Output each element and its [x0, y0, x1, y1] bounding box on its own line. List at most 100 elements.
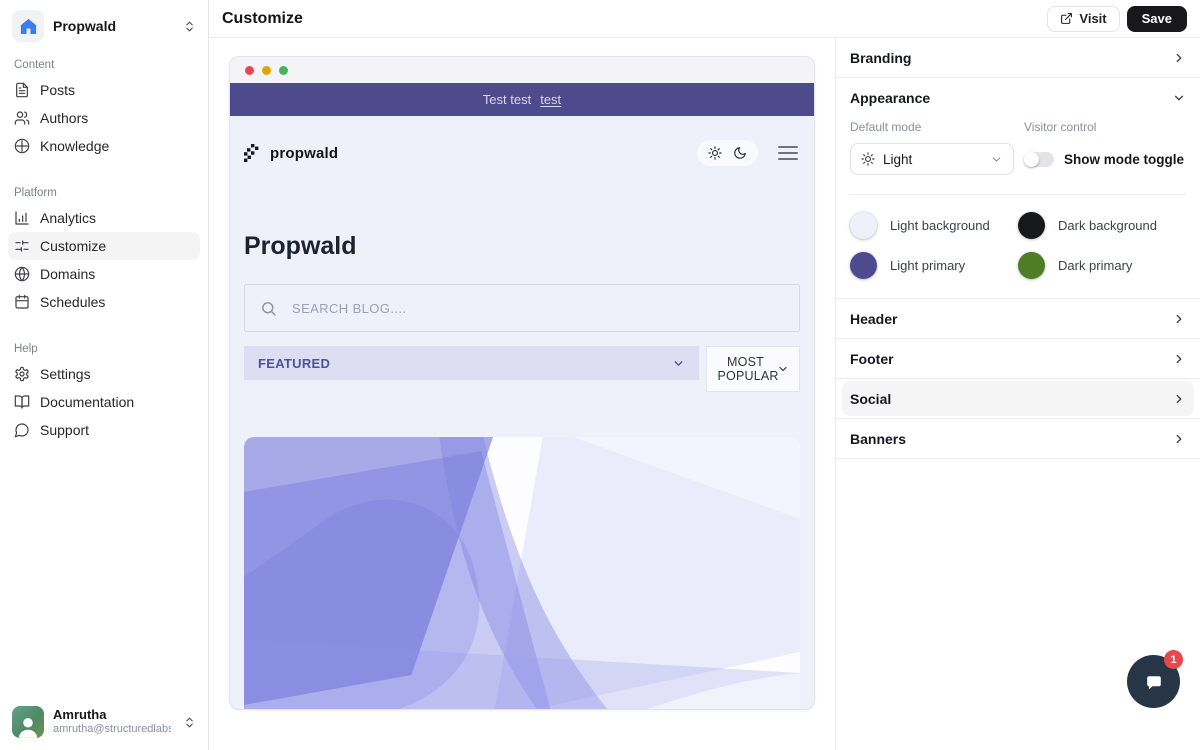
sun-icon [861, 152, 875, 166]
sidebar-item-settings[interactable]: Settings [8, 360, 200, 388]
swatch-dark-background[interactable]: Dark background [1018, 206, 1186, 244]
sidebar-section-content: Content [14, 59, 55, 71]
chevron-right-icon [1172, 392, 1186, 406]
featured-dropdown[interactable]: FEATURED [244, 346, 699, 380]
section-footer[interactable]: Footer [836, 339, 1200, 379]
section-label: Appearance [850, 90, 931, 106]
visitor-control-label: Visitor control [1024, 120, 1097, 134]
banner-link[interactable]: test [540, 92, 562, 107]
chevron-down-icon [777, 363, 789, 375]
save-button[interactable]: Save [1126, 5, 1187, 32]
default-mode-label: Default mode [850, 120, 922, 134]
bar-chart-icon [14, 210, 30, 226]
user-menu[interactable]: Amrutha amrutha@structuredlabs.... [8, 704, 200, 740]
swatch-label: Dark primary [1058, 257, 1133, 273]
search-input[interactable] [292, 300, 784, 316]
chevron-down-icon [1172, 91, 1186, 105]
globe-icon [14, 266, 30, 282]
propwald-logo-mark [244, 144, 259, 162]
swatch-dark-primary[interactable]: Dark primary [1018, 246, 1186, 284]
color-swatches: Light background Dark background Light p… [836, 195, 1200, 296]
sidebar-item-authors[interactable]: Authors [8, 104, 200, 132]
swatch-label: Dark background [1058, 217, 1157, 233]
browser-chrome [230, 57, 814, 83]
sidebar-item-label: Customize [40, 238, 107, 254]
section-appearance[interactable]: Appearance [836, 78, 1200, 118]
topbar-actions: Visit Save [1047, 5, 1187, 32]
sidebar-item-schedules[interactable]: Schedules [8, 288, 200, 316]
search-icon [260, 300, 277, 317]
chevron-down-icon [672, 357, 685, 370]
sidebar-item-customize[interactable]: Customize [8, 232, 200, 260]
site-logo[interactable]: propwald [244, 144, 338, 162]
user-meta: Amrutha amrutha@structuredlabs.... [53, 707, 171, 737]
sidebar-item-knowledge[interactable]: Knowledge [8, 132, 200, 160]
person-icon [18, 717, 38, 738]
section-branding[interactable]: Branding [836, 38, 1200, 78]
section-header[interactable]: Header [836, 299, 1200, 339]
settings-panel: Branding Appearance Default mode [835, 38, 1200, 750]
visit-button[interactable]: Visit [1047, 5, 1120, 32]
chevron-right-icon [1172, 432, 1186, 446]
default-mode-select[interactable]: Light [850, 143, 1014, 175]
sidebar-item-label: Analytics [40, 210, 97, 226]
section-label: Banners [850, 430, 907, 447]
preview-page: propwald Propwal [230, 138, 814, 709]
book-open-icon [14, 394, 30, 410]
section-appearance-expanded: Appearance Default mode Light [836, 78, 1200, 299]
appearance-controls: Default mode Light Visitor control [836, 118, 1200, 175]
color-circle [1018, 251, 1045, 279]
sidebar-item-domains[interactable]: Domains [8, 260, 200, 288]
most-popular-dropdown[interactable]: MOST POPULAR [706, 346, 800, 392]
filter-row: FEATURED MOST POPULAR [244, 346, 800, 392]
sidebar-item-posts[interactable]: Posts [8, 76, 200, 104]
show-mode-toggle-row: Show mode toggle [1024, 143, 1184, 175]
divider [850, 194, 1186, 195]
swatch-label: Light background [890, 217, 990, 233]
hamburger-menu-icon[interactable] [776, 144, 800, 162]
chevron-right-icon [1172, 312, 1186, 326]
color-circle [850, 211, 877, 239]
unread-badge: 1 [1164, 650, 1183, 669]
most-popular-label: MOST POPULAR [717, 354, 779, 383]
sidebar-item-label: Settings [40, 366, 91, 382]
section-social[interactable]: Social [836, 379, 1200, 419]
chevron-down-icon [990, 153, 1003, 166]
section-banners[interactable]: Banners [836, 419, 1200, 459]
topbar: Customize Visit Save [209, 0, 1200, 38]
section-label: Header [850, 310, 898, 327]
abstract-purple-artwork [244, 437, 800, 709]
site-heading: Propwald [244, 232, 357, 260]
sidebar-spacer [8, 444, 200, 704]
sidebar-item-label: Schedules [40, 294, 106, 310]
chevron-right-icon [1172, 51, 1186, 65]
visit-button-label: Visit [1079, 11, 1107, 26]
chevron-right-icon [1172, 352, 1186, 366]
external-link-icon [1060, 12, 1073, 25]
chevrons-up-down-icon [183, 20, 196, 33]
visitor-control-group: Visitor control Show mode toggle [1024, 120, 1184, 175]
users-icon [14, 110, 30, 126]
moon-icon[interactable] [733, 146, 747, 160]
site-nav-right [697, 140, 800, 166]
file-text-icon [14, 82, 30, 98]
sidebar-section-help: Help [14, 343, 38, 355]
sidebar-item-label: Authors [40, 110, 89, 126]
show-mode-toggle[interactable] [1024, 151, 1054, 167]
section-label: Footer [850, 350, 894, 367]
sidebar-item-analytics[interactable]: Analytics [8, 204, 200, 232]
section-label: Social [850, 390, 892, 407]
chat-widget-button[interactable]: 1 [1127, 650, 1183, 708]
swatch-light-background[interactable]: Light background [850, 206, 1018, 244]
sun-icon[interactable] [708, 146, 722, 160]
workspace-switcher[interactable]: Propwald [8, 8, 200, 44]
user-email: amrutha@structuredlabs.... [53, 723, 171, 736]
workspace-name: Propwald [53, 18, 117, 34]
blog-search-box[interactable] [244, 284, 800, 332]
sidebar-item-support[interactable]: Support [8, 416, 200, 444]
sidebar-item-documentation[interactable]: Documentation [8, 388, 200, 416]
announcement-banner: Test test test [230, 83, 814, 116]
traffic-light-expand [279, 65, 288, 75]
swatch-light-primary[interactable]: Light primary [850, 246, 1018, 284]
mode-toggle-pill[interactable] [697, 140, 758, 166]
